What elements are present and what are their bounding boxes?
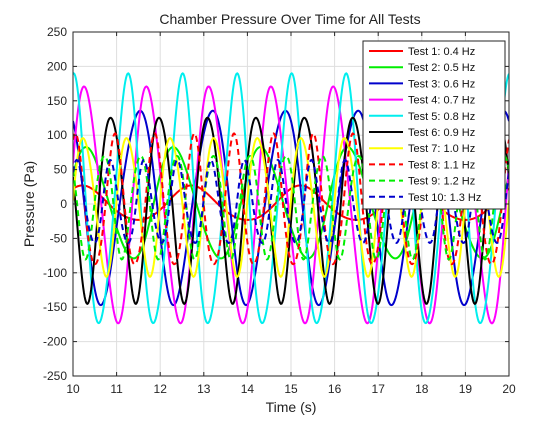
legend-label: Test 1: 0.4 Hz: [408, 46, 475, 58]
x-tick-label: 17: [372, 382, 386, 396]
y-tick-label: -250: [43, 369, 67, 383]
x-axis-label: Time (s): [266, 399, 317, 415]
legend-label: Test 7: 1.0 Hz: [408, 143, 475, 155]
legend-label: Test 6: 0.9 Hz: [408, 127, 475, 139]
legend-label: Test 9: 1.2 Hz: [408, 176, 475, 188]
x-tick-label: 18: [415, 382, 429, 396]
x-tick-label: 15: [284, 382, 298, 396]
legend-label: Test 8: 1.1 Hz: [408, 159, 475, 171]
y-tick-label: 200: [47, 59, 67, 73]
y-tick-label: 100: [47, 128, 67, 142]
x-tick-label: 20: [502, 382, 516, 396]
y-tick-label: 50: [54, 163, 68, 177]
x-tick-label: 13: [197, 382, 211, 396]
chart-title: Chamber Pressure Over Time for All Tests: [159, 11, 420, 27]
y-tick-label: 250: [47, 25, 67, 39]
y-axis-label: Pressure (Pa): [21, 161, 37, 247]
x-tick-label: 16: [328, 382, 342, 396]
legend-label: Test 3: 0.6 Hz: [408, 78, 475, 90]
x-tick-label: 12: [154, 382, 168, 396]
y-tick-label: 0: [60, 197, 67, 211]
legend-label: Test 2: 0.5 Hz: [408, 62, 475, 74]
legend: Test 1: 0.4 Hz Test 2: 0.5 Hz Test 3: 0.6 …: [363, 41, 505, 209]
y-tick-label: -150: [43, 300, 67, 314]
x-tick-label: 14: [241, 382, 255, 396]
legend-label: Test 10: 1.3 Hz: [408, 192, 481, 204]
y-tick-label: 150: [47, 94, 67, 108]
x-tick-label: 19: [459, 382, 473, 396]
legend-label: Test 4: 0.7 Hz: [408, 95, 475, 107]
legend-label: Test 5: 0.8 Hz: [408, 111, 475, 123]
y-tick-label: -50: [50, 231, 68, 245]
y-tick-label: -200: [43, 335, 67, 349]
y-tick-label: -100: [43, 266, 67, 280]
x-tick-label: 11: [110, 382, 123, 396]
x-tick-label: 10: [66, 382, 80, 396]
